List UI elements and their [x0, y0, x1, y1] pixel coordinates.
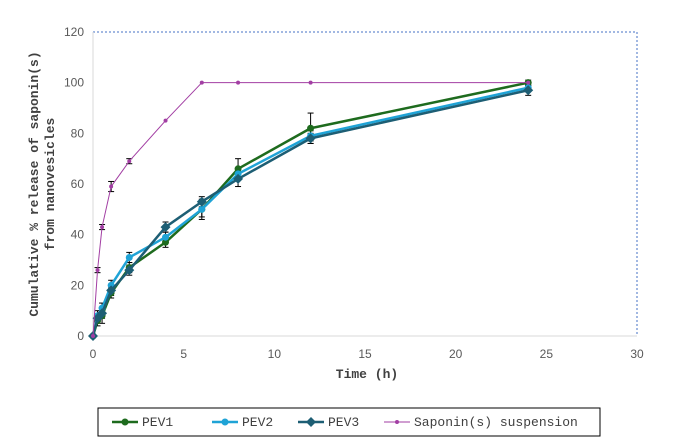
data-point	[127, 159, 132, 164]
data-point	[526, 80, 531, 85]
x-tick-label: 20	[449, 347, 463, 361]
data-point	[523, 85, 534, 96]
data-point	[234, 170, 242, 178]
data-point	[199, 80, 204, 85]
x-tick-label: 0	[90, 347, 97, 361]
data-point	[100, 225, 105, 230]
data-point	[109, 184, 114, 189]
data-point	[124, 265, 135, 276]
y-axis-title: Cumulative % release of saponin(s) from …	[27, 51, 58, 316]
legend-label: PEV3	[328, 415, 359, 430]
data-point	[121, 418, 129, 426]
y-tick-label: 80	[71, 126, 85, 140]
data-point	[162, 233, 170, 241]
legend-box	[97, 407, 601, 437]
data-point	[106, 285, 117, 296]
y-tick-label: 100	[64, 76, 84, 90]
x-tick-label: 30	[630, 347, 644, 361]
data-point	[163, 118, 168, 123]
data-point	[95, 268, 100, 273]
data-point	[306, 417, 316, 427]
data-point	[196, 196, 207, 207]
x-tick-label: 10	[268, 347, 282, 361]
y-axis-title-line-2: from nanovesicles	[43, 117, 58, 250]
data-point	[233, 173, 244, 184]
data-point	[160, 222, 171, 233]
data-point	[305, 133, 316, 144]
data-point	[125, 253, 133, 261]
data-point	[395, 420, 399, 424]
legend-label: Saponin(s) suspension	[414, 415, 578, 430]
plot-border	[92, 31, 638, 337]
plot-area	[92, 31, 638, 337]
y-axis-title-line-1: Cumulative % release of saponin(s)	[27, 51, 42, 316]
x-tick-label: 5	[180, 347, 187, 361]
data-point	[91, 334, 95, 338]
data-point	[307, 124, 315, 132]
legend-label: PEV1	[142, 415, 173, 430]
data-point	[234, 165, 242, 173]
series-layer	[88, 79, 534, 341]
data-point	[221, 418, 229, 426]
y-tick-label: 120	[64, 25, 84, 39]
x-tick-label: 15	[358, 347, 372, 361]
y-tick-label: 0	[77, 329, 84, 343]
series-line-4	[92, 82, 529, 337]
y-tick-label: 20	[71, 278, 85, 292]
data-point	[97, 308, 108, 319]
tick-labels: 0 5 10 15 20 25 30 0 20 40 60 80 100 120	[64, 25, 644, 361]
y-tick-label: 40	[71, 228, 85, 242]
data-point	[236, 80, 241, 85]
y-tick-label: 60	[71, 177, 85, 191]
x-axis-title: Time (h)	[336, 367, 398, 382]
legend-label: PEV2	[242, 415, 273, 430]
data-point	[162, 238, 170, 246]
data-point	[198, 205, 206, 213]
legend: PEV1 PEV2 PEV3 Saponin(s) suspension	[97, 407, 601, 437]
data-point	[308, 80, 313, 85]
x-tick-label: 25	[540, 347, 554, 361]
